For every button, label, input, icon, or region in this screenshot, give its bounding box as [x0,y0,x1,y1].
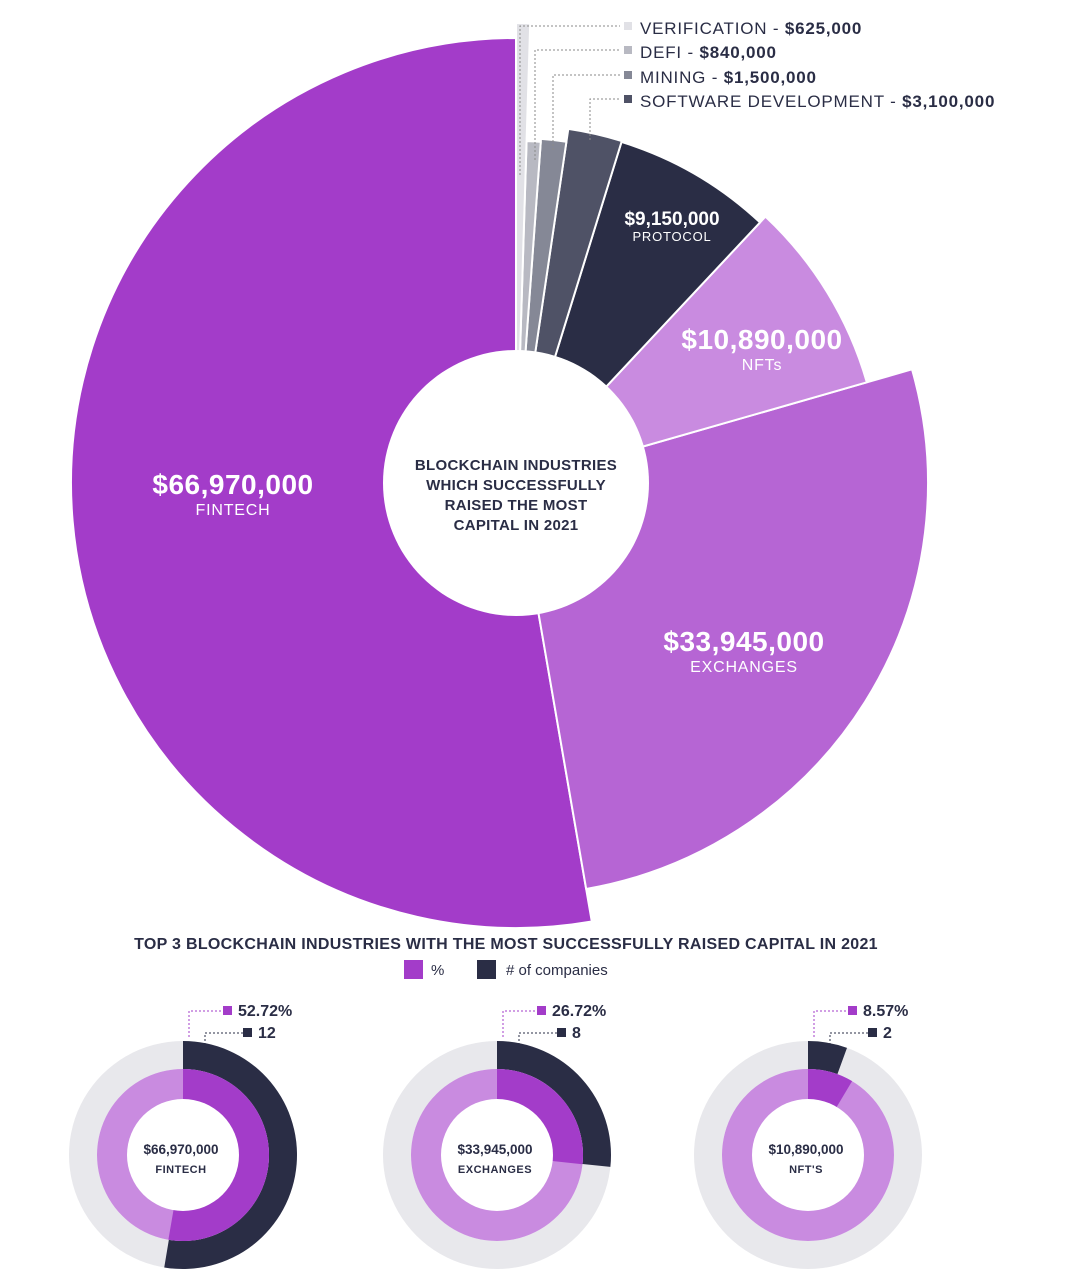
slice-label-exchanges: $33,945,000 EXCHANGES [663,626,824,676]
legend-leader-lines [519,25,620,175]
percent-value: 8.57% [863,1003,908,1020]
companies-value: 8 [572,1025,581,1042]
donut-name: EXCHANGES [458,1164,532,1176]
companies-value: 2 [883,1025,892,1042]
legend-item-software-development: SOFTWARE DEVELOPMENT - $3,100,000 [624,92,995,111]
legend-swatch-companies [477,960,496,979]
legend-item-verification: VERIFICATION - $625,000 [624,19,862,38]
slice-value-nfts: $10,890,000 [681,324,842,355]
percent-value: 52.72% [238,1003,292,1020]
companies-arc [164,1041,298,1270]
slice-name-exchanges: EXCHANGES [690,659,798,676]
percent-leader [188,1010,223,1037]
percent-leader [502,1010,537,1037]
companies-arc [808,1041,847,1075]
legend-item-defi: DEFI - $840,000 [624,43,777,62]
legend-label-defi: DEFI - $840,000 [640,43,777,62]
percent-value: 26.72% [552,1003,606,1020]
slice-label-protocol: $9,150,000 PROTOCOL [624,209,719,244]
legend-swatch-mining [624,71,632,79]
slice-name-nfts: NFTs [742,357,783,374]
donut-hole [752,1099,864,1211]
legend-label-percent: % [431,962,444,979]
small-slices-legend: VERIFICATION - $625,000 DEFI - $840,000 … [624,19,995,111]
slice-value-protocol: $9,150,000 [624,209,719,230]
slice-name-fintech: FINTECH [196,502,271,519]
percent-marker [848,1006,857,1015]
pie-slice-fintech [70,37,593,929]
leader-line-verification [519,25,620,175]
center-hole [383,350,649,616]
leader-line-defi [534,49,620,160]
percent-marker [537,1006,546,1015]
companies-leader [518,1032,557,1045]
main-chart-title: BLOCKCHAIN INDUSTRIES WHICH SUCCESSFULLY R… [415,457,617,534]
legend-label-software-development: SOFTWARE DEVELOPMENT - $3,100,000 [640,92,995,111]
slice-value-fintech: $66,970,000 [152,469,313,500]
legend-swatch-software-development [624,95,632,103]
legend-label-companies: # of companies [506,962,608,979]
legend-label-verification: VERIFICATION - $625,000 [640,19,862,38]
companies-value: 12 [258,1025,276,1042]
legend-swatch-percent [404,960,423,979]
donut-amount: $10,890,000 [768,1142,843,1157]
percent-leader [813,1010,848,1037]
companies-leader [829,1032,868,1045]
slice-value-exchanges: $33,945,000 [663,626,824,657]
percent-marker [223,1006,232,1015]
donut-amount: $33,945,000 [457,1142,532,1157]
donut-amount: $66,970,000 [143,1142,218,1157]
companies-leader [204,1032,243,1045]
companies-marker [868,1028,877,1037]
top3-legend: % # of companies [404,960,608,979]
companies-arc [497,1041,611,1167]
slice-name-protocol: PROTOCOL [632,229,711,244]
top3-title: TOP 3 BLOCKCHAIN INDUSTRIES WITH THE MOS… [134,936,878,953]
companies-marker [243,1028,252,1037]
slice-label-nfts: $10,890,000 NFTs [681,324,842,374]
leader-line-software-development [589,98,620,140]
top3-donuts: $66,970,000 FINTECH 52.72% 12 $33,945,000 EXC… [68,1003,922,1270]
legend-swatch-defi [624,46,632,54]
slice-label-fintech: $66,970,000 FINTECH [152,469,313,519]
donut-name: FINTECH [155,1164,206,1176]
donut-name: NFT'S [789,1164,823,1176]
donut-hole [441,1099,553,1211]
leader-line-mining [552,74,620,150]
legend-label-mining: MINING - $1,500,000 [640,68,817,87]
companies-marker [557,1028,566,1037]
donut-hole [127,1099,239,1211]
top3-section: TOP 3 BLOCKCHAIN INDUSTRIES WITH THE MOS… [68,936,922,1270]
donut-fintech: $66,970,000 FINTECH 52.72% 12 [68,1003,298,1270]
legend-swatch-verification [624,22,632,30]
legend-item-mining: MINING - $1,500,000 [624,68,817,87]
donut-nft-s: $10,890,000 NFT'S 8.57% 2 [693,1003,922,1269]
main-pie-chart: BLOCKCHAIN INDUSTRIES WHICH SUCCESSFULLY R… [70,19,995,929]
donut-exchanges: $33,945,000 EXCHANGES 26.72% 8 [382,1003,611,1269]
